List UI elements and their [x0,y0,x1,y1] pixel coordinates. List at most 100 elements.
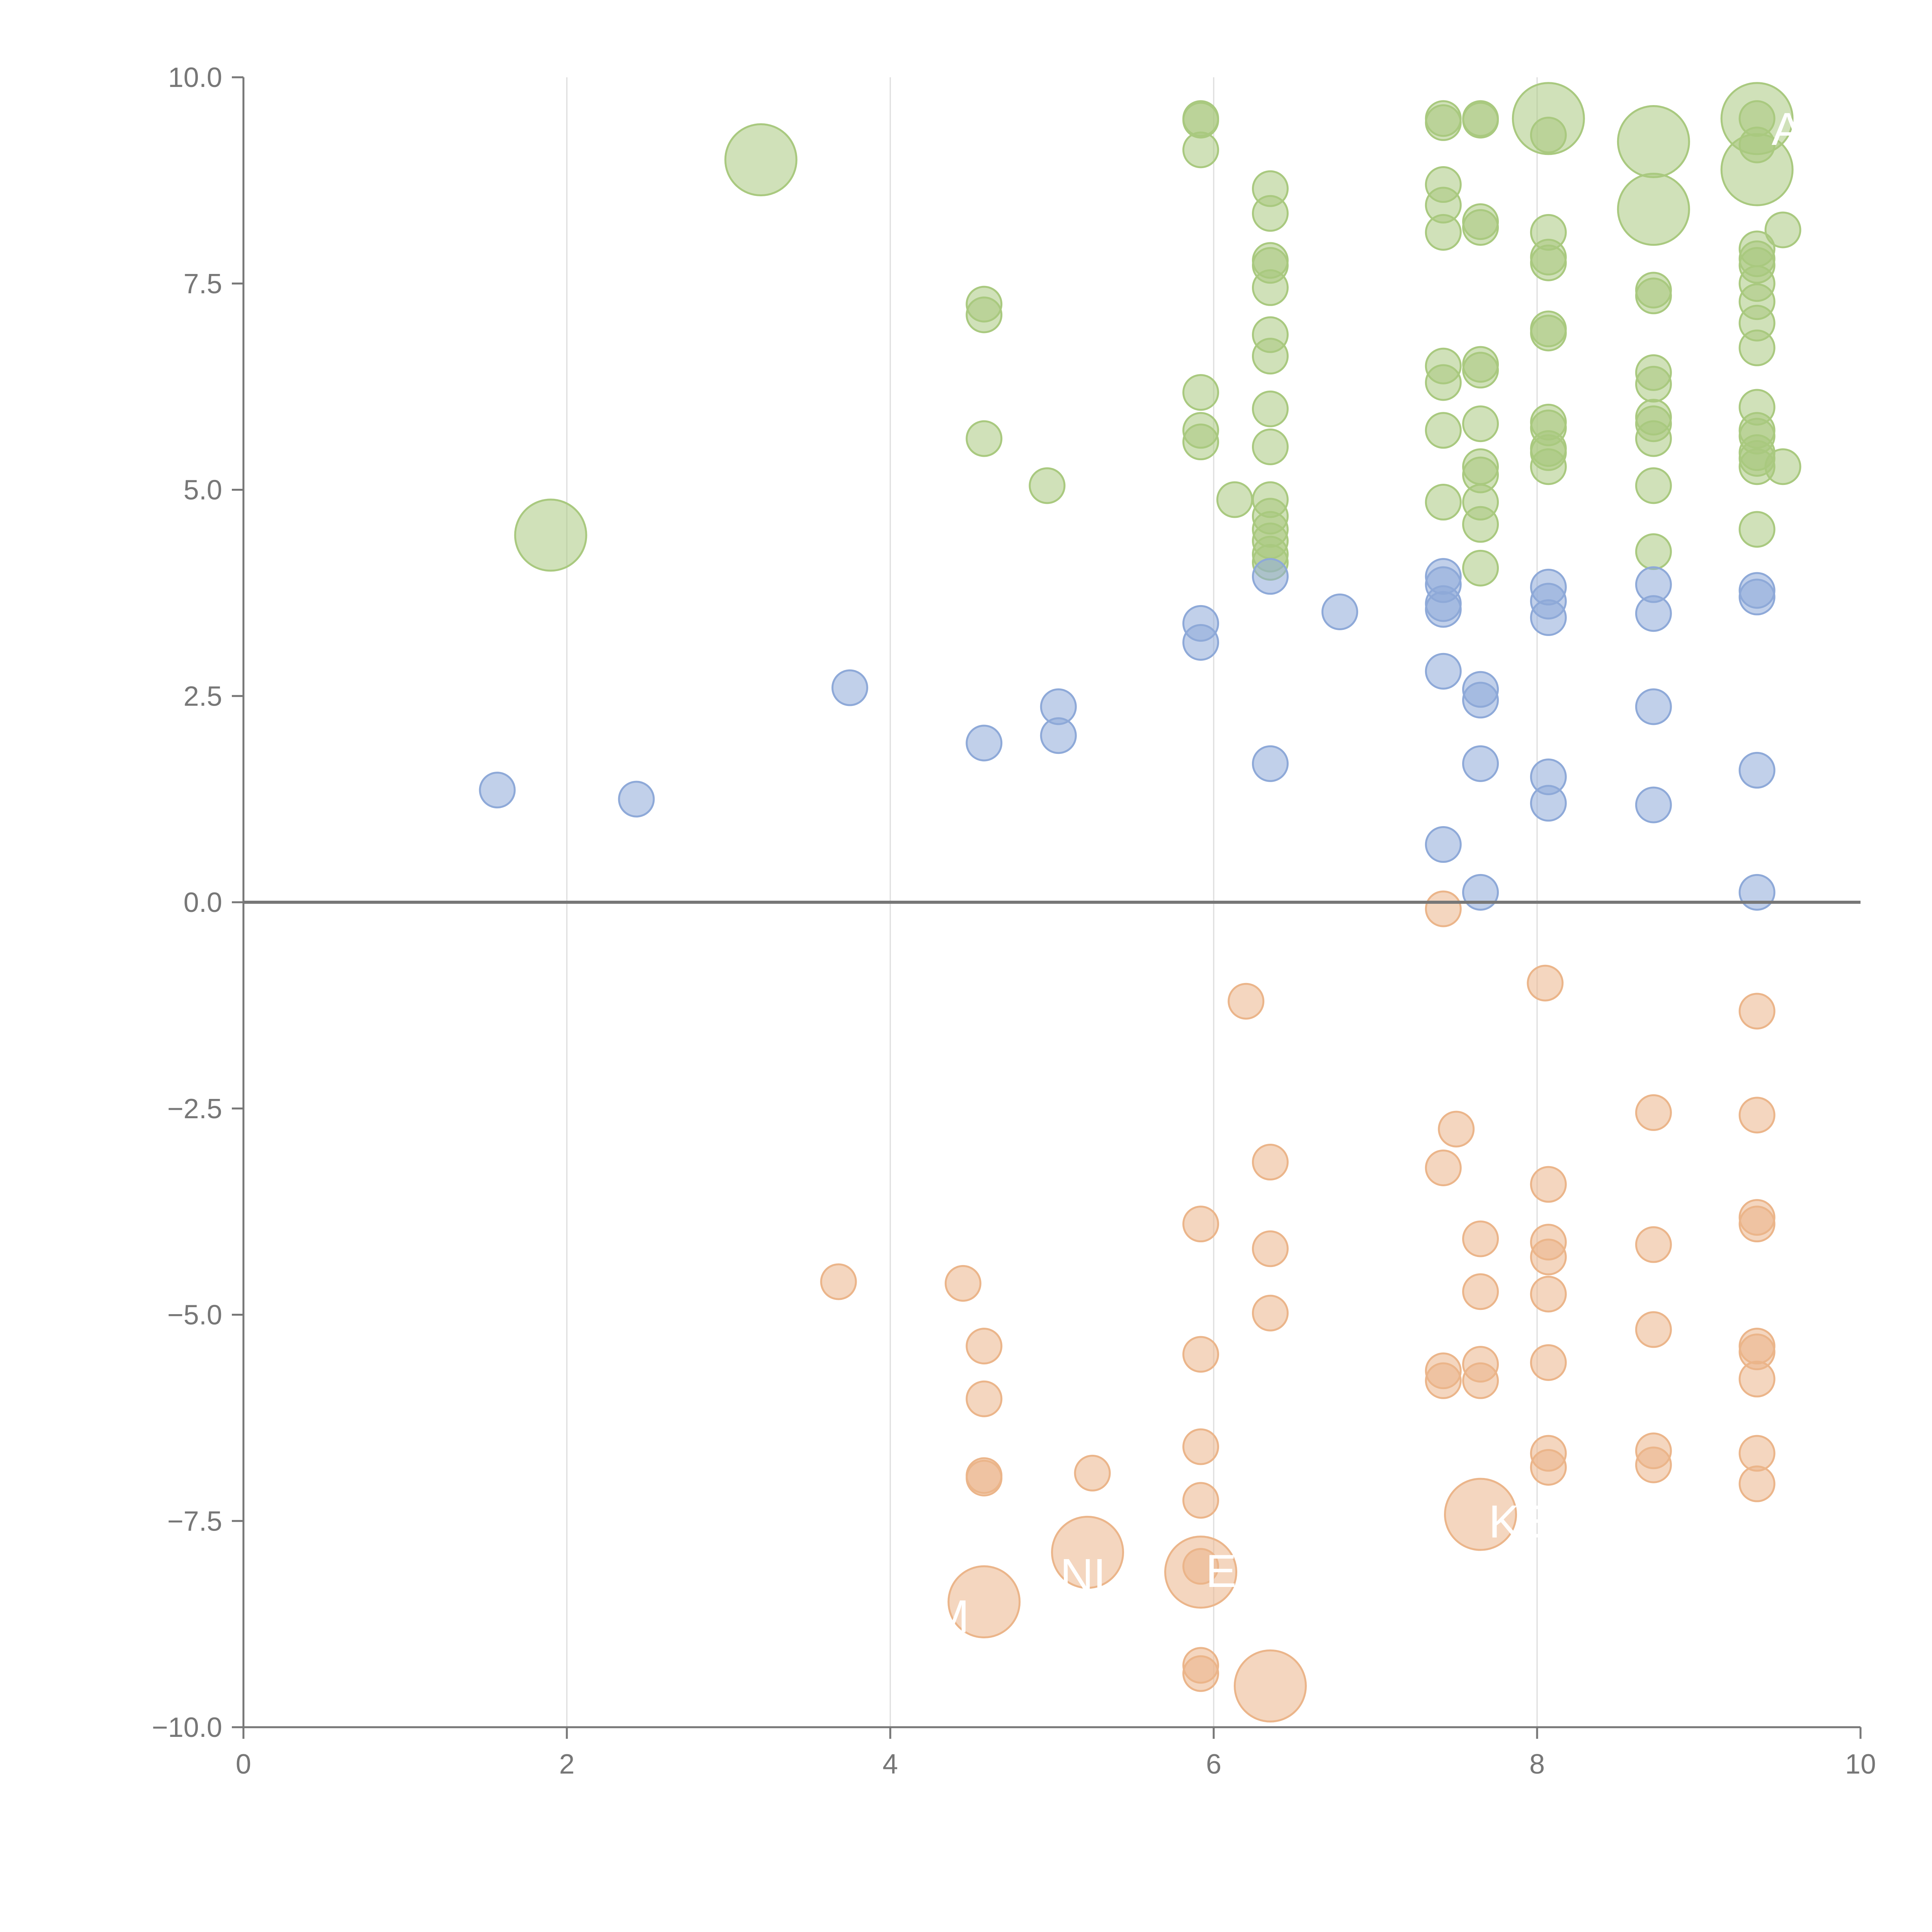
y-tick-label-3: −2.5 [167,1094,222,1124]
point-orange-28 [1462,1273,1499,1310]
point-orange-6 [947,1565,1021,1638]
point-green-14 [1252,195,1289,232]
point-green-21 [1252,428,1289,465]
point-orange-7 [1074,1454,1111,1492]
point-orange-9 [1182,1206,1219,1243]
point-green-89 [1738,511,1776,548]
x-tick-label-2: 4 [883,1749,898,1780]
data-points [479,82,1801,1723]
point-orange-40 [1635,1094,1672,1131]
point-blue-8 [1252,558,1289,595]
point-orange-51 [1738,1361,1776,1398]
y-tick-label-7: 7.5 [184,269,222,299]
point-green-0 [724,123,798,196]
y-tick-label-0: −10.0 [152,1712,222,1743]
point-blue-29 [1635,786,1672,823]
point-green-91 [1764,448,1801,485]
point-orange-37 [1530,1344,1567,1381]
point-green-19 [1252,338,1289,375]
point-orange-12 [1182,1482,1219,1519]
point-orange-18 [1252,1144,1289,1181]
point-orange-19 [1252,1230,1289,1267]
point-green-20 [1252,390,1289,427]
point-orange-14 [1164,1536,1238,1609]
point-green-17 [1252,269,1289,306]
point-orange-33 [1530,1166,1567,1203]
point-blue-33 [1738,874,1776,911]
point-orange-2 [966,1328,1003,1365]
point-green-36 [1425,484,1462,521]
point-green-35 [1425,412,1462,449]
point-blue-15 [1425,653,1462,690]
point-blue-20 [1462,874,1499,911]
point-orange-30 [1462,1362,1499,1399]
point-green-29 [1425,104,1462,141]
point-green-70 [1635,467,1672,504]
point-orange-32 [1527,964,1564,1002]
y-tick-label-5: 2.5 [184,681,222,712]
y-tick-label-4: 0.0 [184,887,222,918]
point-green-5 [1029,467,1066,504]
point-green-8 [1182,131,1219,168]
point-blue-1 [618,781,655,818]
point-green-53 [1530,244,1567,281]
axes [232,76,1862,1739]
y-tick-label-6: 5.0 [184,475,222,506]
point-green-64 [1635,277,1672,315]
point-green-9 [1182,374,1219,411]
point-blue-32 [1738,752,1776,789]
point-orange-10 [1182,1336,1219,1373]
annotation-0: AF [1772,103,1831,155]
annotation-3: ENS [1206,1545,1301,1597]
annotation-4: M [931,1590,969,1642]
point-blue-0 [479,772,516,809]
point-orange-39 [1530,1449,1567,1486]
y-tick-label-2: −5.0 [167,1300,222,1331]
point-orange-22 [1425,890,1462,927]
point-orange-53 [1738,1465,1776,1502]
point-green-82 [1738,329,1776,366]
point-orange-1 [944,1265,981,1302]
point-orange-0 [820,1263,857,1300]
point-green-55 [1530,315,1567,352]
point-blue-19 [1462,745,1499,782]
point-green-43 [1462,405,1499,442]
point-green-38 [1462,102,1499,139]
point-blue-14 [1425,591,1462,628]
point-orange-27 [1462,1220,1499,1257]
y-tick-label-8: 10.0 [168,62,222,93]
point-blue-7 [1182,624,1219,661]
point-blue-23 [1530,599,1567,636]
annotation-2: NL [1060,1549,1119,1601]
point-orange-36 [1530,1276,1567,1313]
point-blue-2 [831,669,868,706]
point-green-32 [1425,214,1462,251]
point-green-75 [1720,133,1794,206]
point-orange-42 [1635,1311,1672,1348]
point-green-4 [966,420,1003,457]
point-green-60 [1530,448,1567,485]
point-green-50 [1530,116,1567,153]
point-orange-11 [1182,1428,1219,1465]
x-tick-label-1: 2 [559,1749,575,1780]
point-orange-17 [1228,983,1265,1020]
point-green-11 [1182,423,1219,461]
point-blue-28 [1635,688,1672,725]
tick-labels: −10.0 −7.5 −5.0 −2.5 0.0 2.5 5.0 7.5 10.0 0 2 4 6 8 10 [152,62,1876,1780]
point-green-47 [1462,506,1499,543]
point-green-71 [1635,533,1672,570]
point-orange-45 [1738,993,1776,1030]
point-blue-25 [1530,785,1567,822]
point-orange-20 [1252,1294,1289,1332]
point-green-48 [1462,549,1499,587]
point-blue-16 [1425,826,1462,863]
point-green-12 [1216,481,1253,518]
x-tick-label-5: 10 [1845,1749,1876,1780]
point-blue-27 [1635,595,1672,632]
point-orange-35 [1530,1238,1567,1276]
point-blue-5 [1040,717,1077,754]
point-green-61 [1617,105,1690,179]
point-green-40 [1462,209,1499,246]
point-orange-24 [1438,1111,1475,1148]
